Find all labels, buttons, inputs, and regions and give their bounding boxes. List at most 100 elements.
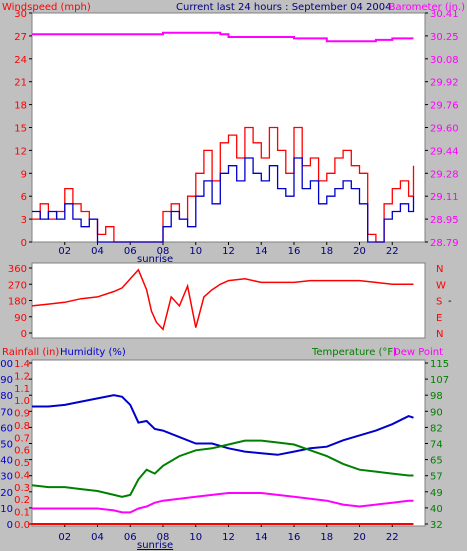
x-tick-label: 04 [91, 532, 104, 543]
wind-tick-label: 3 [21, 215, 27, 226]
baro-tick-label: 30.08 [430, 55, 459, 66]
x-tick-label: 12 [222, 532, 235, 543]
wind-tick-label: 24 [14, 55, 27, 66]
rain-tick-label: 0.7 [14, 433, 30, 444]
humidity-tick-label: 20 [0, 488, 13, 499]
baro-tick-label: 30.25 [430, 32, 459, 43]
rain-tick-label: 1.0 [14, 396, 30, 407]
rain-tick-label: 0.3 [14, 483, 30, 494]
temp-tick-label: 40 [430, 504, 443, 515]
panel3-x-ticks: 02 04 06 08 10 12 14 16 18 20 22 [58, 524, 399, 543]
rain-tick-label: 0.5 [14, 458, 30, 469]
wind-barometer-panel [31, 12, 426, 243]
x-tick-label: 14 [255, 246, 268, 257]
rain-tick-label: 0.9 [14, 409, 30, 420]
compass-label: N [436, 329, 443, 340]
panel1-x-ticks: 02 04 06 08 10 12 14 16 18 20 22 [58, 242, 399, 257]
wind-tick-label: 15 [14, 124, 27, 135]
series-line [32, 31, 414, 43]
humidity-tick-label: 70 [0, 407, 13, 418]
x-tick-label: 10 [189, 246, 202, 257]
barometer-axis-label: Barometer (in.) [389, 2, 465, 13]
compass-label: N [436, 264, 443, 275]
compass-label: S [436, 297, 442, 308]
temp-tick-label: 98 [430, 391, 443, 402]
series-line [32, 492, 414, 514]
wind-tick-label: 27 [14, 32, 27, 43]
wind-direction-panel [31, 262, 426, 339]
wind-tick-label: 30 [14, 9, 27, 20]
x-tick-label: 06 [124, 532, 137, 543]
x-tick-label: 06 [124, 246, 137, 257]
rain-humidity-y-ticks: 0 10 20 30 40 50 60 70 80 90 100 0.00.1 0.20.3 0.40.5… [0, 359, 32, 531]
temp-tick-label: 49 [430, 488, 443, 499]
x-tick-label: 02 [58, 532, 71, 543]
humidity-tick-label: 50 [0, 440, 13, 451]
humidity-axis-label: Humidity (%) [60, 347, 126, 358]
rain-tick-label: 0.4 [14, 470, 30, 481]
direction-tick-label: 270 [8, 280, 27, 291]
temp-tick-label: 74 [430, 440, 443, 451]
rain-tick-label: 1.2 [14, 371, 30, 382]
temp-tick-label: 65 [430, 456, 443, 467]
x-tick-label: 08 [157, 246, 170, 257]
dewpoint-axis-label: Dew Point [393, 347, 443, 358]
x-tick-label: 12 [222, 246, 235, 257]
x-tick-label: 14 [255, 532, 268, 543]
baro-tick-label: 29.60 [430, 124, 459, 135]
direction-tick-label: 0 [21, 329, 27, 340]
baro-tick-label: 29.11 [430, 192, 459, 203]
panel2-series [31, 268, 414, 331]
humidity-tick-label: 0 [7, 520, 13, 531]
compass-label: E [436, 313, 442, 324]
wind-tick-label: 0 [21, 238, 27, 249]
humidity-tick-label: 80 [0, 391, 13, 402]
x-tick-label: 18 [320, 532, 333, 543]
x-tick-label: 22 [386, 532, 399, 543]
x-tick-label: 10 [189, 532, 202, 543]
baro-tick-label: 28.95 [430, 215, 459, 226]
series-line [31, 268, 414, 331]
wind-tick-label: 6 [21, 192, 27, 203]
temp-tick-label: 107 [430, 375, 449, 386]
rainfall-axis-label: Rainfall (in) [2, 347, 59, 358]
direction-y-ticks: 0 90 180 270 360 [8, 264, 32, 340]
wind-tick-label: 9 [21, 169, 27, 180]
series-line [32, 157, 415, 243]
rain-tick-label: 0.0 [14, 520, 30, 531]
rain-tick-label: 0.1 [14, 508, 30, 519]
baro-tick-label: 28.79 [430, 238, 459, 249]
wind-tick-label: 12 [14, 146, 27, 157]
compass-label: W [436, 280, 446, 291]
direction-tick-label: 180 [8, 297, 27, 308]
temperature-y-ticks: 32 40 49 57 65 74 82 90 98 107 115 [425, 359, 449, 531]
x-tick-label: 16 [288, 532, 301, 543]
wind-tick-label: 21 [14, 78, 27, 89]
rain-tick-label: 0.2 [14, 495, 30, 506]
x-tick-label: 20 [353, 532, 366, 543]
series-line [32, 394, 414, 456]
sunrise-label-2: sunrise [137, 540, 173, 551]
x-tick-label: 16 [288, 246, 301, 257]
direction-tick-label: 90 [14, 313, 27, 324]
baro-tick-label: 29.28 [430, 169, 459, 180]
compass-dash: - [448, 296, 452, 307]
x-tick-label: 22 [386, 246, 399, 257]
x-tick-label: 08 [157, 532, 170, 543]
panel3-series [31, 394, 414, 525]
rain-tick-label: 1.1 [14, 384, 30, 395]
temperature-axis-label: Temperature (°F) [311, 347, 397, 358]
baro-tick-label: 30.41 [430, 9, 459, 20]
panel1-series [32, 31, 415, 243]
x-tick-label: 18 [320, 246, 333, 257]
rain-tick-label: 0.8 [14, 421, 30, 432]
wind-axis-label: Windspeed (mph) [2, 2, 91, 13]
temp-tick-label: 32 [430, 520, 443, 531]
baro-tick-label: 29.92 [430, 78, 459, 89]
rain-tick-label: 0.6 [14, 446, 30, 457]
humidity-tick-label: 10 [0, 504, 13, 515]
wind-y-ticks: 0 3 6 9 12 15 18 21 24 27 30 [14, 9, 32, 249]
humidity-tick-label: 40 [0, 456, 13, 467]
baro-tick-label: 29.44 [430, 146, 459, 157]
